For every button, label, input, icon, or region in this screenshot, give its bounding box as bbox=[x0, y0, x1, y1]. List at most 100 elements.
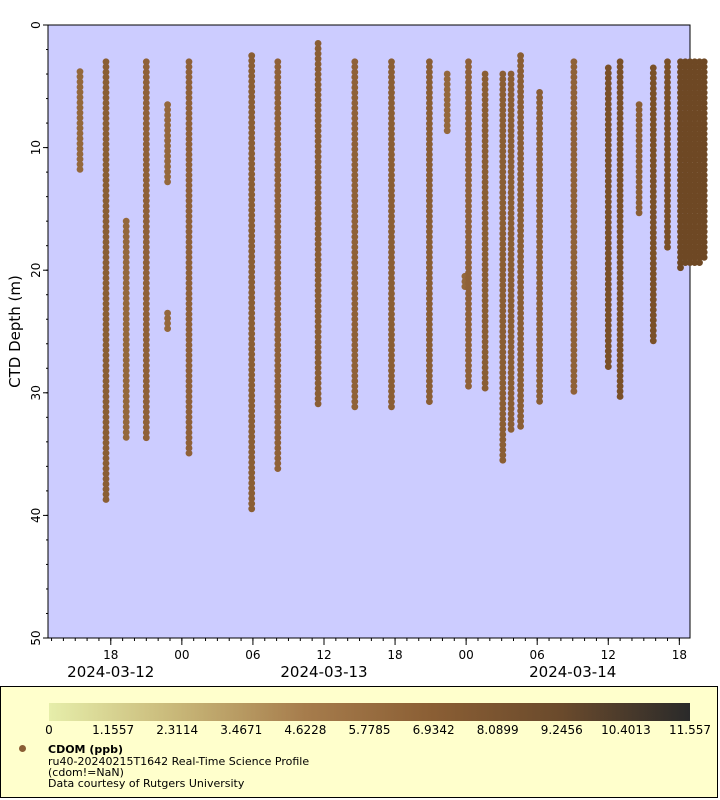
data-point bbox=[142, 207, 150, 215]
data-point bbox=[677, 187, 684, 194]
data-point bbox=[677, 238, 684, 246]
data-point bbox=[691, 202, 699, 210]
data-point bbox=[696, 248, 703, 256]
data-point bbox=[76, 130, 84, 137]
data-point bbox=[681, 238, 689, 246]
data-point bbox=[314, 65, 322, 73]
data-point bbox=[664, 176, 671, 184]
data-point bbox=[388, 264, 395, 272]
data-point bbox=[570, 346, 578, 354]
data-point bbox=[185, 305, 193, 313]
data-point bbox=[616, 274, 624, 282]
data-point bbox=[536, 367, 543, 374]
data-point bbox=[274, 300, 282, 308]
data-point bbox=[677, 94, 684, 102]
data-point bbox=[499, 369, 507, 377]
data-point bbox=[481, 353, 489, 361]
data-point bbox=[465, 135, 472, 143]
data-point bbox=[314, 338, 322, 346]
data-point bbox=[649, 162, 657, 170]
data-point bbox=[635, 101, 643, 109]
data-point bbox=[481, 333, 489, 340]
data-point bbox=[248, 201, 256, 209]
data-point bbox=[570, 305, 578, 313]
data-point bbox=[696, 68, 703, 76]
data-point bbox=[102, 223, 110, 231]
data-point bbox=[274, 207, 282, 215]
data-point bbox=[517, 361, 524, 368]
data-point bbox=[499, 183, 507, 191]
data-point bbox=[499, 292, 507, 299]
data-point bbox=[507, 173, 515, 181]
data-point bbox=[142, 63, 150, 71]
data-point bbox=[426, 382, 433, 390]
data-point bbox=[536, 197, 543, 205]
data-point bbox=[570, 341, 578, 349]
data-point bbox=[570, 377, 578, 385]
data-point bbox=[426, 300, 433, 308]
data-point bbox=[185, 284, 193, 292]
data-point bbox=[185, 182, 193, 189]
data-point bbox=[604, 219, 612, 226]
data-point bbox=[570, 228, 578, 236]
data-point bbox=[686, 115, 694, 122]
data-point bbox=[649, 157, 657, 165]
data-point bbox=[76, 78, 84, 86]
data-point bbox=[314, 189, 322, 197]
data-point bbox=[185, 63, 193, 71]
data-point bbox=[351, 140, 359, 148]
data-point bbox=[686, 259, 694, 266]
data-point bbox=[102, 331, 110, 339]
data-point bbox=[570, 310, 578, 318]
data-point bbox=[465, 269, 472, 277]
data-point bbox=[616, 284, 624, 292]
data-point bbox=[248, 242, 256, 250]
data-point bbox=[388, 315, 395, 323]
data-point bbox=[604, 105, 612, 113]
data-point bbox=[274, 439, 282, 447]
data-point bbox=[635, 121, 643, 129]
data-point bbox=[616, 346, 624, 354]
data-point bbox=[691, 176, 699, 184]
data-point bbox=[700, 135, 708, 143]
data-point bbox=[142, 135, 150, 143]
data-point bbox=[122, 377, 130, 385]
data-point bbox=[274, 94, 282, 102]
data-point bbox=[142, 398, 150, 405]
data-point bbox=[248, 108, 256, 116]
data-point bbox=[604, 131, 612, 139]
data-point bbox=[499, 199, 507, 207]
data-point bbox=[517, 186, 524, 193]
data-point bbox=[142, 182, 150, 189]
data-point bbox=[686, 238, 694, 246]
data-point bbox=[142, 418, 150, 426]
data-point bbox=[517, 165, 524, 173]
data-point bbox=[700, 58, 708, 66]
data-point bbox=[248, 114, 256, 121]
data-point bbox=[426, 99, 433, 107]
data-point bbox=[465, 140, 472, 148]
data-point bbox=[536, 217, 543, 225]
data-point bbox=[274, 115, 282, 122]
data-point bbox=[465, 367, 472, 375]
data-point bbox=[142, 166, 150, 174]
data-point bbox=[164, 137, 172, 145]
colorbar-tick-label: 1.1557 bbox=[92, 723, 134, 737]
data-point bbox=[465, 130, 472, 138]
data-point bbox=[536, 387, 543, 395]
data-point bbox=[142, 233, 150, 241]
data-point bbox=[570, 79, 578, 86]
data-point bbox=[507, 286, 515, 294]
data-point bbox=[604, 316, 612, 324]
data-point bbox=[700, 161, 708, 169]
data-point bbox=[248, 237, 256, 245]
data-point bbox=[616, 341, 624, 349]
data-point bbox=[536, 94, 543, 101]
data-point bbox=[570, 161, 578, 169]
data-point bbox=[388, 120, 395, 127]
data-point bbox=[248, 320, 256, 327]
data-point bbox=[465, 187, 472, 194]
data-point bbox=[604, 306, 612, 314]
data-point bbox=[314, 55, 322, 63]
data-point bbox=[616, 218, 624, 225]
